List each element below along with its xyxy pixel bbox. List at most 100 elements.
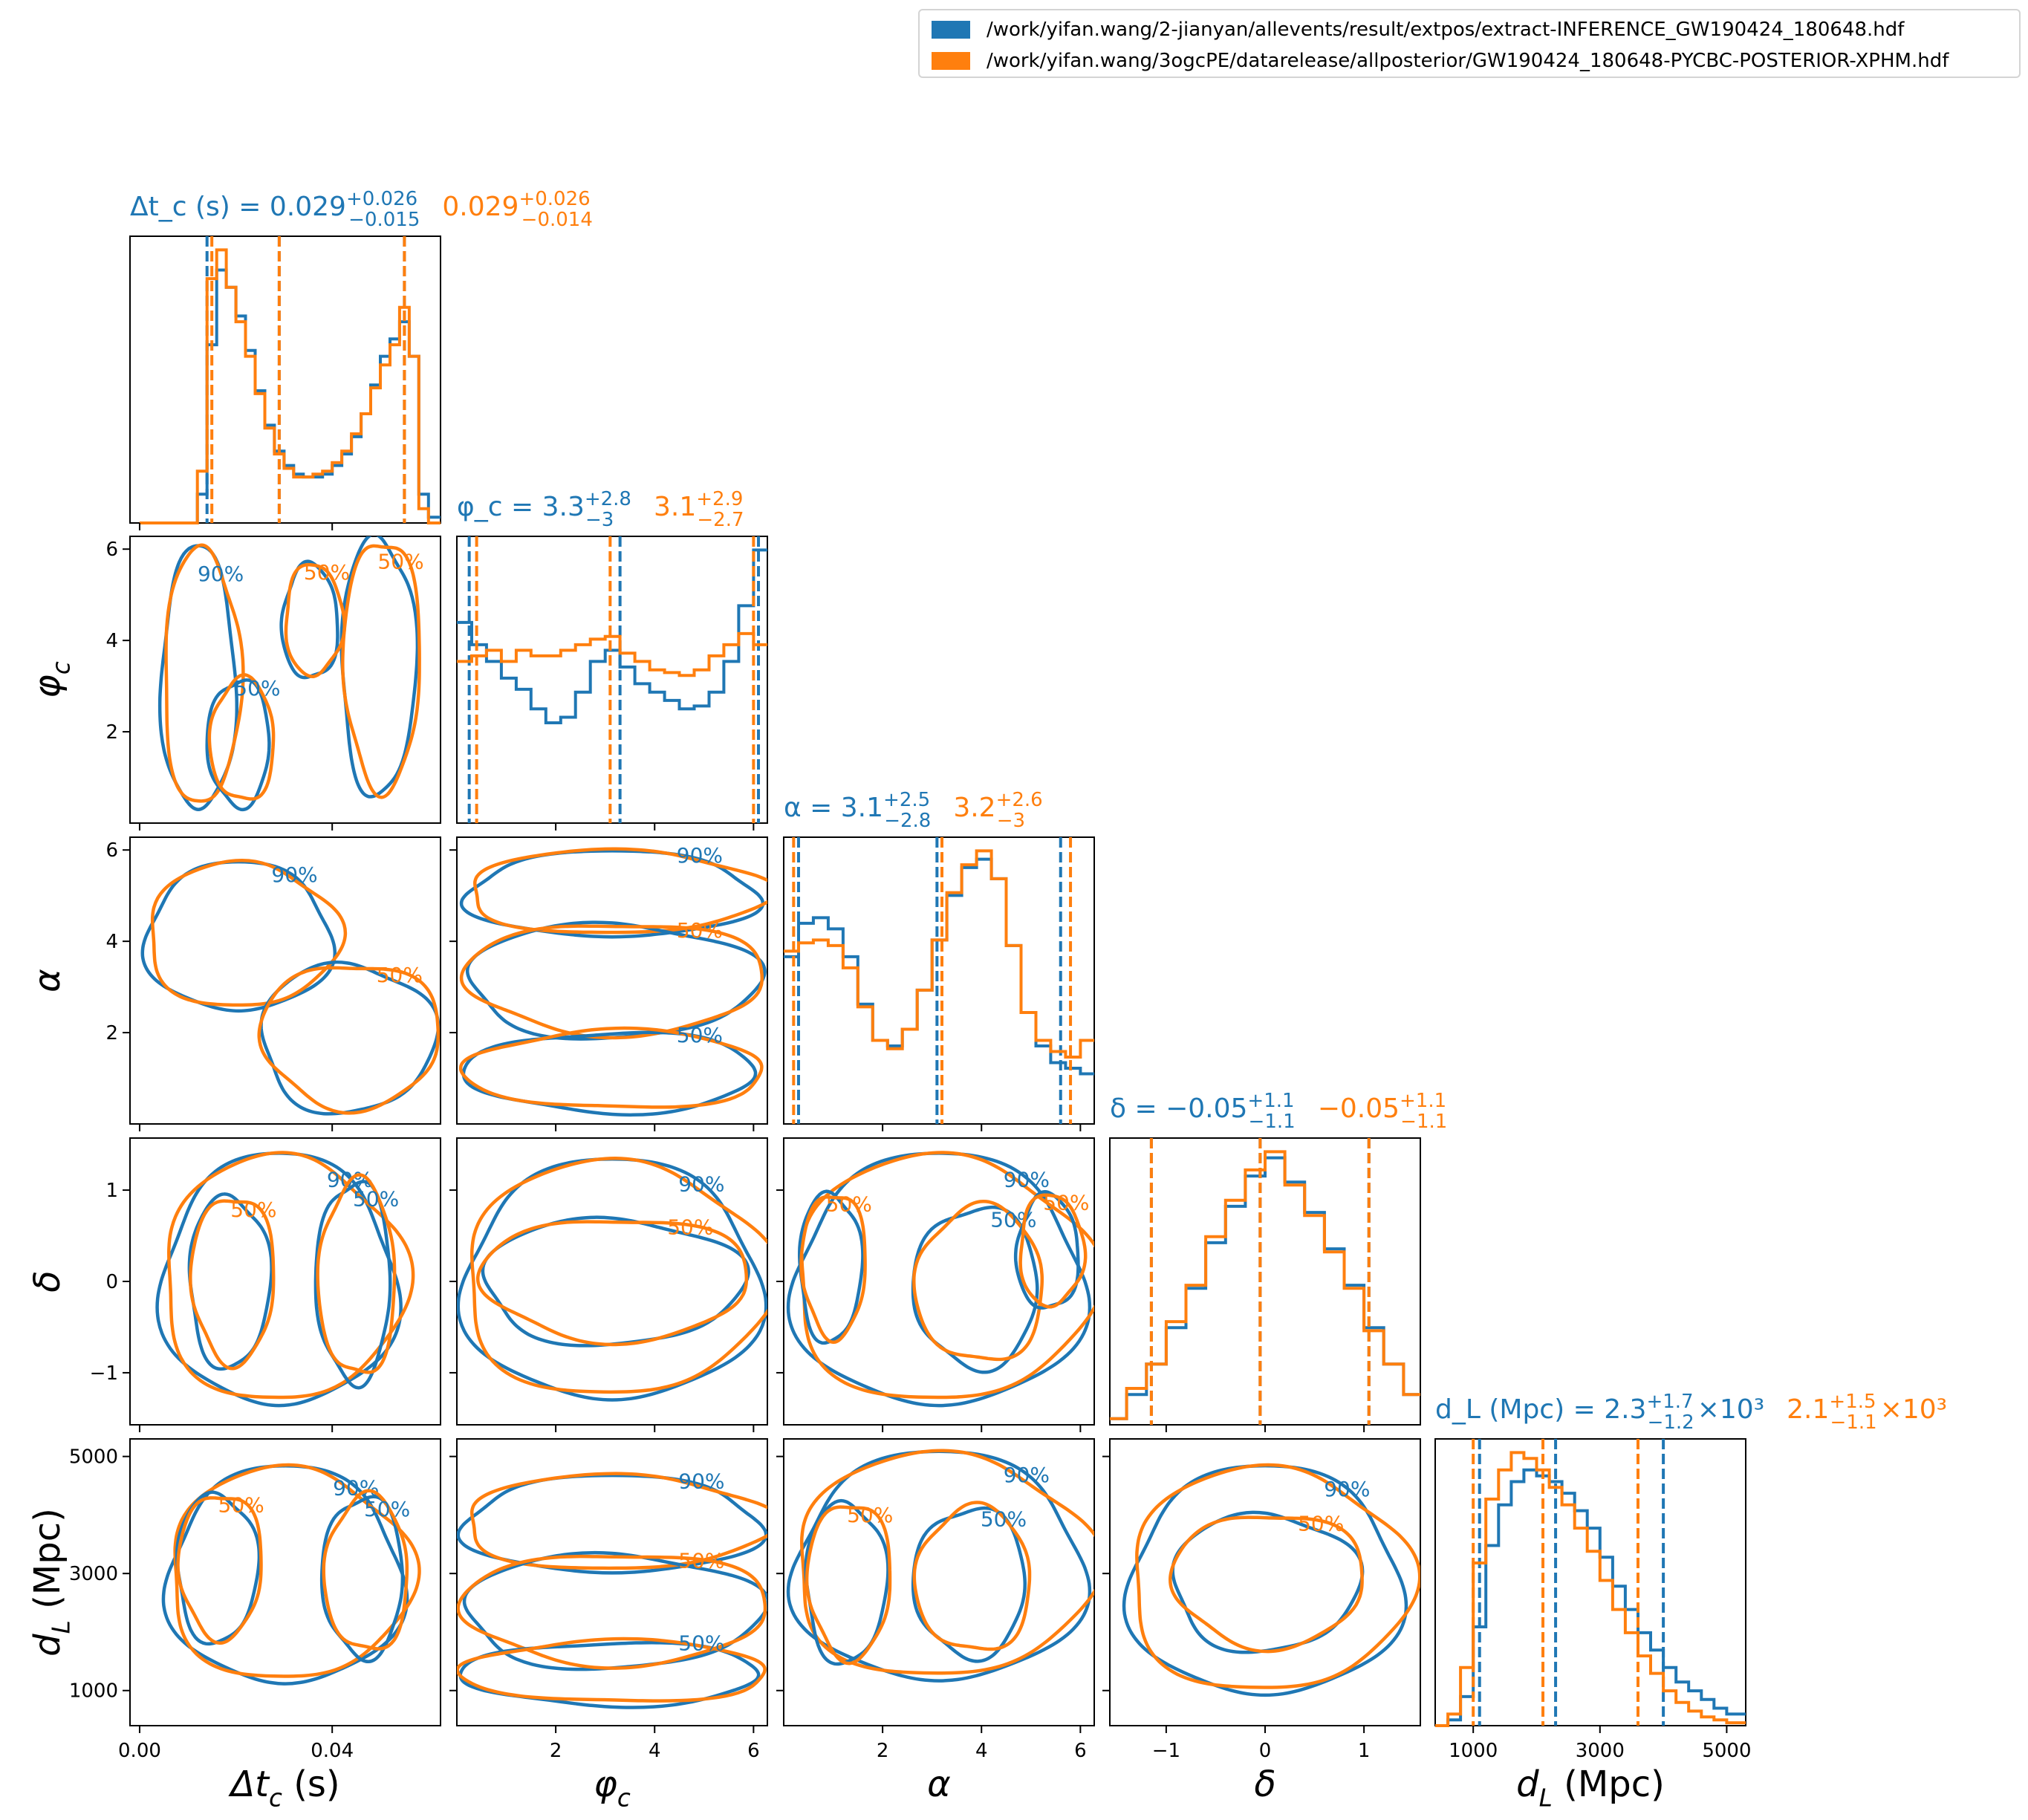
y-tick-label-phic-0: 2 <box>105 721 118 744</box>
x-tick-label-alpha-2: 6 <box>1074 1740 1087 1762</box>
histogram-a <box>457 548 767 724</box>
histogram-b <box>457 631 767 677</box>
contour-label-1: 50% <box>677 918 723 943</box>
contour-label-1: 50% <box>1298 1512 1344 1536</box>
contour-b-2 <box>457 1637 767 1703</box>
contour-b-2 <box>912 1199 1044 1362</box>
x-tick-label-phic-1: 4 <box>649 1740 661 1762</box>
contour-dl-vs-delta: 90%50% <box>1109 1438 1421 1726</box>
title-phic-a: φ_c = 3.3+2.8 −3 <box>457 488 631 531</box>
contour-label-2: 50% <box>981 1507 1027 1532</box>
axes-frame <box>1434 1438 1746 1726</box>
x-axis-label-delta: δ <box>1254 1764 1275 1805</box>
contour-b-1 <box>1169 1515 1364 1654</box>
contour-phic-vs-dtc: 90% 50% 50% 50% <box>129 536 441 824</box>
y-tick-label-alpha-2: 6 <box>105 839 118 862</box>
histogram-b <box>1435 1451 1746 1727</box>
contour-label-0: 90% <box>271 862 317 887</box>
contour-b-0 <box>166 1151 415 1400</box>
contour-label-0: 90% <box>1324 1477 1370 1501</box>
contour-label-1: 50% <box>847 1503 893 1527</box>
x-axis-label-dl: dL (Mpc) <box>1516 1764 1665 1812</box>
marginal-delta: δ = −0.05+1.1 −1.1 −0.05+1.1 −1.1 <box>1109 1090 1448 1426</box>
y-tick-label-delta-2: 1 <box>105 1180 118 1202</box>
contour-label-3: 50% <box>1043 1191 1089 1215</box>
contour-label-0: 90% <box>198 562 244 586</box>
marginal-alpha: α = 3.1+2.5 −2.8 3.2+2.6 −3 <box>783 789 1095 1125</box>
x-tick-label-phic-0: 2 <box>550 1740 562 1762</box>
contour-b-0 <box>469 1156 767 1394</box>
axes-frame <box>129 536 441 824</box>
title-dl-b: 2.1+1.5 −1.1 ×10³ <box>1787 1391 1947 1434</box>
contour-label-1: 50% <box>678 1549 724 1573</box>
y-tick-label-dl-2: 5000 <box>69 1446 118 1469</box>
contour-dl-vs-phic: 90% 50% 50% <box>456 1438 768 1726</box>
contour-b-0 <box>1135 1463 1420 1689</box>
contour-b-1 <box>189 1199 276 1371</box>
title-delta-a: δ = −0.05+1.1 −1.1 <box>1110 1090 1296 1133</box>
contour-b-2 <box>322 1489 409 1651</box>
histogram-b <box>784 849 1094 1059</box>
axes-frame <box>456 1137 768 1426</box>
contour-a-3 <box>1013 1190 1080 1310</box>
contour-dl-vs-alpha: 90% 50% 50% <box>783 1438 1095 1726</box>
contour-b-3 <box>1018 1193 1088 1309</box>
x-tick-label-dl-1: 3000 <box>1576 1740 1625 1762</box>
axes-frame <box>129 235 441 524</box>
y-tick-label-phic-1: 4 <box>105 630 118 652</box>
contour-b-0 <box>799 1449 1094 1675</box>
legend-label-a: /work/yifan.wang/2-jianyan/allevents/res… <box>987 19 1905 41</box>
x-tick-label-alpha-0: 2 <box>877 1740 889 1762</box>
contour-label-0: 90% <box>1004 1463 1050 1487</box>
x-tick-label-dtc-0: 0.00 <box>118 1740 161 1762</box>
contour-b-2 <box>207 673 276 801</box>
contour-b-1 <box>457 1554 767 1670</box>
histogram-b <box>140 248 441 524</box>
contour-b-3 <box>284 562 347 678</box>
axes-frame <box>783 836 1095 1125</box>
contour-alpha-vs-dtc: 90% 50% <box>129 836 441 1125</box>
title-delta-b: −0.05+1.1 −1.1 <box>1318 1090 1448 1133</box>
y-axis-label-dl: dL (Mpc) <box>27 1508 75 1657</box>
legend: /work/yifan.wang/2-jianyan/allevents/res… <box>918 9 2021 78</box>
legend-label-b: /work/yifan.wang/3ogcPE/datarelease/allp… <box>987 50 1949 72</box>
contour-a-1 <box>481 1215 750 1348</box>
x-tick-label-dl-0: 1000 <box>1449 1740 1498 1762</box>
x-axis-label-dtc: Δtc (s) <box>227 1764 339 1812</box>
histogram-b <box>1110 1150 1420 1420</box>
contour-a-1 <box>465 920 767 1041</box>
title-dtc-a: Δt_c (s) = 0.029+0.026 −0.015 <box>130 188 420 231</box>
contour-delta-vs-phic: 90% 50% <box>456 1137 768 1426</box>
title-alpha-a: α = 3.1+2.5 −2.8 <box>784 789 931 832</box>
contour-alpha-vs-phic: 90% 50% 50% <box>456 836 768 1125</box>
title-alpha-b: 3.2+2.6 −3 <box>953 789 1042 832</box>
contour-label-1: 50% <box>230 1197 276 1222</box>
contour-label-2: 50% <box>234 676 280 701</box>
contour-label-2: 50% <box>364 1497 410 1521</box>
axes-frame <box>783 1438 1095 1726</box>
y-tick-label-alpha-1: 4 <box>105 931 118 953</box>
y-tick-label-delta-1: 0 <box>105 1271 118 1293</box>
contour-label-3: 50% <box>304 560 350 585</box>
x-tick-label-delta-1: 0 <box>1259 1740 1272 1762</box>
x-tick-label-dtc-1: 0.04 <box>311 1740 354 1762</box>
contour-delta-vs-dtc: 90%50% 50% <box>129 1137 441 1426</box>
contour-label-1: 50% <box>218 1492 264 1517</box>
contour-b-0 <box>469 1472 767 1570</box>
legend-entry-a: /work/yifan.wang/2-jianyan/allevents/res… <box>932 15 1904 45</box>
y-axis-label-phic: φc <box>27 661 75 698</box>
contour-delta-vs-alpha: 90%50%50%50% <box>783 1137 1095 1426</box>
axes-frame <box>1109 1438 1421 1726</box>
contour-b-1 <box>176 1496 263 1645</box>
contour-b-1 <box>799 1195 867 1345</box>
contour-label-0: 90% <box>678 1469 724 1494</box>
contour-label-0: 90% <box>678 1171 724 1196</box>
marginal-dtc: Δt_c (s) = 0.029+0.026 −0.015 0.029+0.026−… <box>129 188 593 524</box>
legend-entry-b: /work/yifan.wang/3ogcPE/datarelease/allp… <box>932 46 1949 76</box>
contour-b-1 <box>341 544 421 799</box>
contour-b-2 <box>316 1173 397 1374</box>
title-phic-b: 3.1+2.9 −2.7 <box>654 488 744 531</box>
x-tick-label-dl-2: 5000 <box>1702 1740 1751 1762</box>
contour-b-0 <box>173 1463 421 1678</box>
